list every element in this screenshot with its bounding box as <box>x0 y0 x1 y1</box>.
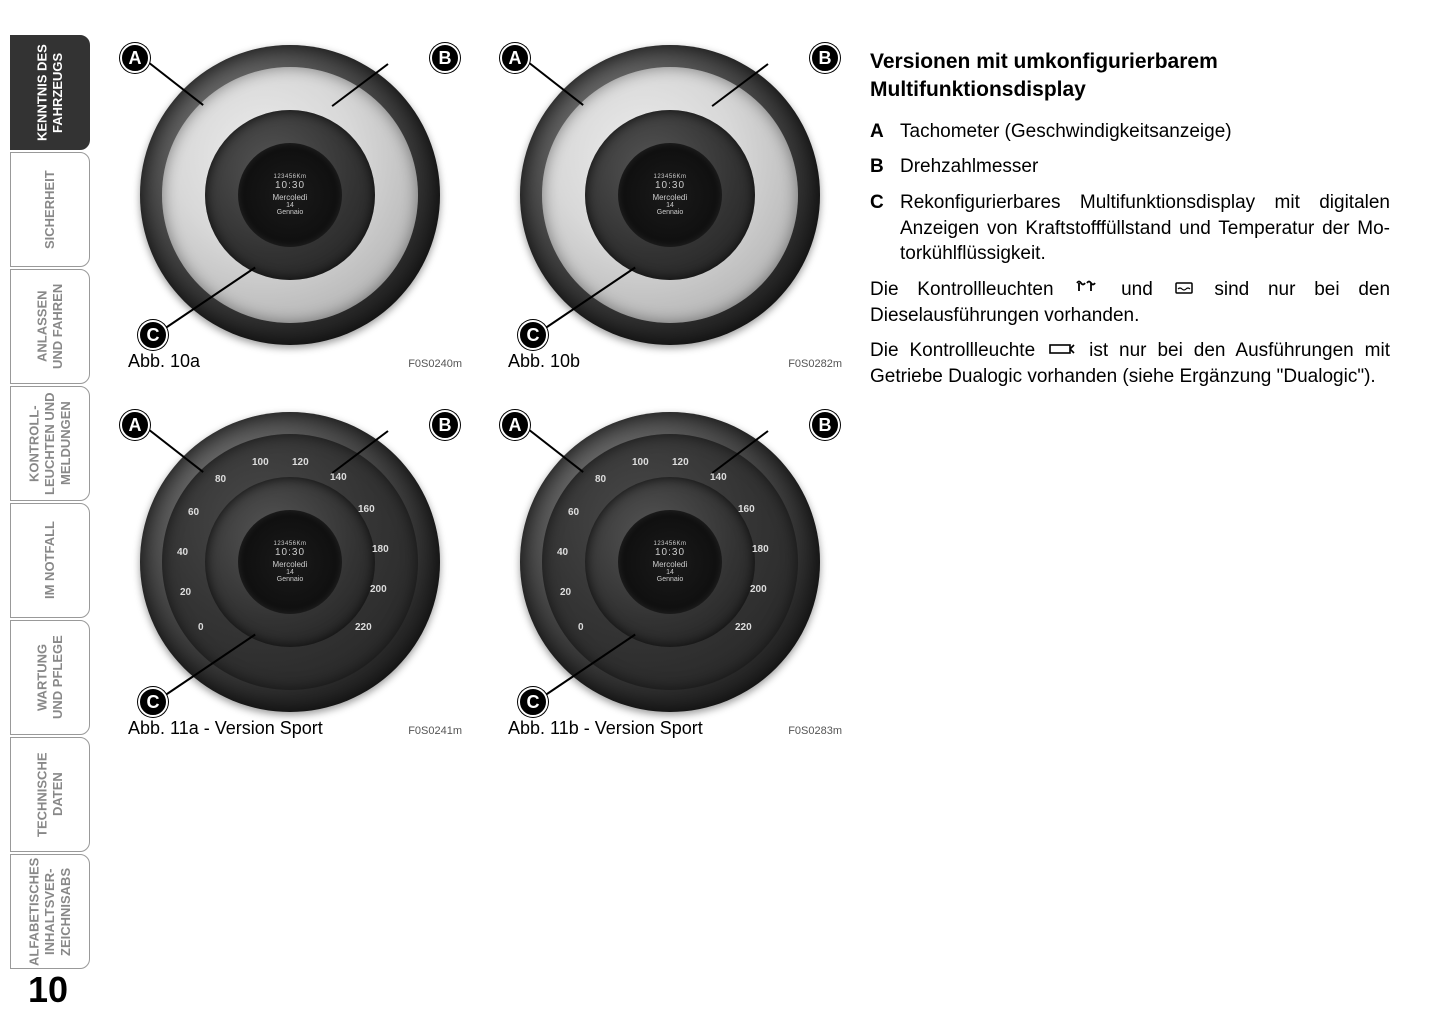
multifunction-display: 123456Km 10:30 Mercoledì 14 Gennaio <box>618 510 722 614</box>
figure-code: F0S0282m <box>788 358 842 370</box>
nav-tab[interactable]: KONTROLL-LEUCHTEN UNDMELDUNGEN <box>10 386 90 501</box>
figures-grid: 123456Km 10:30 Mercoledì 14 Gennaio A B … <box>120 35 860 769</box>
callout-c: C <box>518 320 548 350</box>
figure-code: F0S0241m <box>408 725 462 737</box>
callout-a: A <box>120 410 150 440</box>
nav-tab[interactable]: KENNTNIS DESFAHRZEUGS <box>10 35 90 150</box>
callout-a: A <box>120 43 150 73</box>
definition-row: A Tachometer (Geschwindigkeitsanzeige) <box>870 119 1390 145</box>
definition-row: B Drehzahlmesser <box>870 154 1390 180</box>
callout-c: C <box>138 320 168 350</box>
definition-text: Tachometer (Geschwindigkeitsanzeige) <box>900 119 1390 145</box>
multifunction-display: 123456Km 10:30 Mercoledì 14 Gennaio <box>618 143 722 247</box>
multifunction-display: 123456Km 10:30 Mercoledì 14 Gennaio <box>238 510 342 614</box>
figure: 123456Km 10:30 Mercoledì 14 Gennaio A B … <box>120 35 470 372</box>
note-diesel: Die Kontrollleuchten und sind nur bei de… <box>870 277 1390 328</box>
figure: 123456Km 10:30 Mercoledì 14 Gennaio 0204… <box>120 402 470 739</box>
glow-plug-icon <box>1074 277 1100 303</box>
figure-code: F0S0283m <box>788 725 842 737</box>
nav-tab[interactable]: ALFABETISCHESINHALTSVER-ZEICHNISABS <box>10 854 90 969</box>
nav-tab[interactable]: WARTUNGUND PFLEGE <box>10 620 90 735</box>
figure-caption: Abb. 10b <box>508 351 580 372</box>
nav-tab[interactable]: IM NOTFALL <box>10 503 90 618</box>
section-heading: Versionen mit umkonfigurierbarem Multifu… <box>870 48 1390 105</box>
definition-letter: C <box>870 190 900 267</box>
nav-tab[interactable]: ANLASSENUND FAHREN <box>10 269 90 384</box>
definition-row: C Rekonfigurierbares Multifunktionsdis­p… <box>870 190 1390 267</box>
gearbox-fault-icon <box>1048 338 1076 364</box>
figure-caption: Abb. 11a - Version Sport <box>128 718 323 739</box>
callout-b: B <box>810 43 840 73</box>
definition-text: Rekonfigurierbares Multifunktionsdis­pla… <box>900 190 1390 267</box>
nav-tab[interactable]: TECHNISCHEDATEN <box>10 737 90 852</box>
nav-tab[interactable]: SICHERHEIT <box>10 152 90 267</box>
figure: 123456Km 10:30 Mercoledì 14 Gennaio 0204… <box>500 402 850 739</box>
multifunction-display: 123456Km 10:30 Mercoledì 14 Gennaio <box>238 143 342 247</box>
page-number: 10 <box>28 969 68 1011</box>
callout-b: B <box>430 410 460 440</box>
nav-tabs: KENNTNIS DESFAHRZEUGSSICHERHEITANLASSENU… <box>10 35 90 971</box>
callout-a: A <box>500 410 530 440</box>
figure-caption: Abb. 11b - Version Sport <box>508 718 703 739</box>
figure-caption: Abb. 10a <box>128 351 200 372</box>
definition-text: Drehzahlmesser <box>900 154 1390 180</box>
water-in-fuel-icon <box>1174 277 1194 303</box>
description-column: Versionen mit umkonfigurierbarem Multifu… <box>870 48 1390 390</box>
note-dualogic: Die Kontrollleuchte ist nur bei den Ausf… <box>870 338 1390 389</box>
callout-b: B <box>430 43 460 73</box>
figure-code: F0S0240m <box>408 358 462 370</box>
definition-letter: A <box>870 119 900 145</box>
callout-c: C <box>138 687 168 717</box>
callout-b: B <box>810 410 840 440</box>
definition-letter: B <box>870 154 900 180</box>
figure: 123456Km 10:30 Mercoledì 14 Gennaio A B … <box>500 35 850 372</box>
callout-a: A <box>500 43 530 73</box>
callout-c: C <box>518 687 548 717</box>
